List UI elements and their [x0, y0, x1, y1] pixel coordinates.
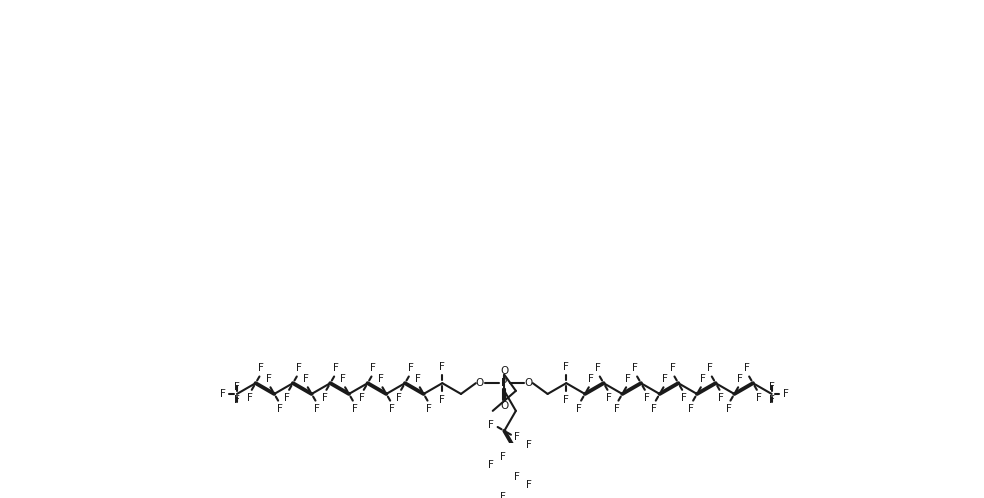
Text: F: F [515, 432, 521, 442]
Text: F: F [426, 404, 432, 414]
Text: F: F [352, 404, 357, 414]
Text: F: F [707, 363, 712, 373]
Text: F: F [266, 374, 272, 384]
Text: F: F [407, 363, 413, 373]
Text: F: F [564, 395, 569, 405]
Text: F: F [234, 395, 240, 405]
Text: F: F [700, 374, 706, 384]
Text: O: O [500, 366, 509, 376]
Text: F: F [500, 492, 506, 498]
Text: F: F [633, 363, 639, 373]
Text: O: O [524, 378, 533, 388]
Text: F: F [322, 393, 328, 403]
Text: F: F [500, 452, 506, 462]
Text: F: F [488, 460, 494, 470]
Text: F: F [783, 389, 789, 399]
Text: F: F [334, 363, 339, 373]
Text: F: F [587, 374, 593, 384]
Text: F: F [397, 393, 402, 403]
Text: F: F [440, 395, 445, 405]
Text: F: F [315, 404, 321, 414]
Text: F: F [234, 382, 240, 392]
Text: F: F [303, 374, 309, 384]
Text: F: F [662, 374, 668, 384]
Text: F: F [644, 393, 649, 403]
Text: F: F [440, 362, 445, 372]
Text: F: F [525, 480, 531, 490]
Text: F: F [725, 404, 731, 414]
Text: F: F [681, 393, 687, 403]
Text: F: F [614, 404, 620, 414]
Text: F: F [378, 374, 384, 384]
Text: F: F [769, 395, 774, 405]
Text: F: F [277, 404, 283, 414]
Text: F: F [606, 393, 612, 403]
Text: F: F [296, 363, 302, 373]
Text: F: F [737, 374, 743, 384]
Text: F: F [756, 393, 762, 403]
Text: F: F [564, 362, 569, 372]
Text: F: F [577, 404, 583, 414]
Text: F: F [340, 374, 346, 384]
Text: F: F [515, 472, 521, 482]
Text: F: F [415, 374, 421, 384]
Text: F: F [744, 363, 750, 373]
Text: F: F [284, 393, 290, 403]
Text: F: F [488, 420, 494, 430]
Text: F: F [259, 363, 265, 373]
Text: F: F [359, 393, 365, 403]
Text: F: F [219, 389, 225, 399]
Text: F: F [525, 440, 531, 450]
Text: O: O [500, 401, 509, 411]
Text: F: F [625, 374, 631, 384]
Text: F: F [769, 382, 774, 392]
Text: F: F [247, 393, 253, 403]
Text: F: F [688, 404, 694, 414]
Text: F: F [669, 363, 675, 373]
Text: F: F [718, 393, 724, 403]
Text: F: F [651, 404, 656, 414]
Text: F: F [595, 363, 601, 373]
Text: O: O [475, 378, 484, 388]
Text: P: P [501, 378, 508, 388]
Text: F: F [370, 363, 376, 373]
Text: F: F [389, 404, 395, 414]
